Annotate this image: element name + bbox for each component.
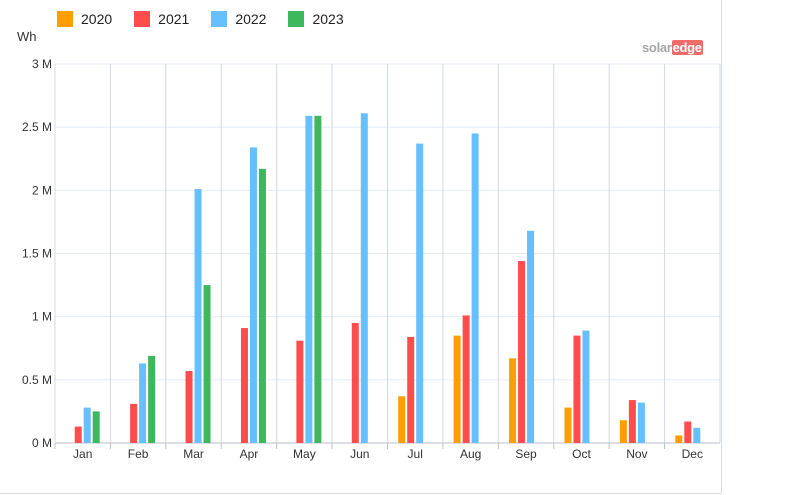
bar-2023-jan[interactable] [92, 411, 100, 443]
legend-item-2020[interactable]: 2020 [57, 11, 112, 27]
x-tick-label: May [293, 447, 316, 461]
bar-2021-mar[interactable] [185, 370, 193, 443]
legend-swatch-2022 [211, 11, 228, 27]
bar-2020-oct[interactable] [564, 407, 572, 443]
y-tick-label: 0.5 M [22, 373, 52, 387]
bar-2022-jul[interactable] [416, 143, 424, 443]
bar-2021-may[interactable] [296, 340, 304, 443]
legend-item-2022[interactable]: 2022 [211, 11, 266, 27]
y-tick-label: 1.5 M [22, 247, 52, 261]
bar-2023-feb[interactable] [148, 355, 156, 443]
x-tick-label: Oct [572, 447, 591, 461]
bar-2022-nov[interactable] [637, 402, 645, 443]
y-tick-label: 2 M [32, 183, 52, 197]
legend-label-2020: 2020 [81, 11, 113, 27]
bar-2022-may[interactable] [305, 115, 313, 444]
legend: 2020 2021 2022 2023 [57, 11, 344, 27]
bar-2021-nov[interactable] [628, 400, 636, 443]
bar-2022-jan[interactable] [83, 407, 91, 443]
bar-2022-feb[interactable] [139, 363, 147, 443]
y-tick-label: 0 M [32, 436, 52, 450]
bar-2020-sep[interactable] [509, 358, 517, 443]
chart-panel: 2020 2021 2022 2023 Wh solaredge 0 M 0.5 … [0, 0, 722, 494]
bar-2020-dec[interactable] [675, 435, 683, 443]
bar-2022-mar[interactable] [194, 189, 202, 443]
bar-2021-dec[interactable] [684, 421, 692, 443]
x-tick-label: Nov [626, 447, 647, 461]
x-tick-label: Jan [73, 447, 92, 461]
bar-2023-mar[interactable] [203, 285, 211, 443]
y-tick-label: 1 M [32, 310, 52, 324]
x-tick-label: Mar [183, 447, 204, 461]
bar-2022-oct[interactable] [582, 330, 590, 443]
bars [74, 113, 701, 444]
logo-text-edge: edge [671, 40, 703, 55]
logo-text-solar: solar [642, 40, 672, 55]
bar-2022-sep[interactable] [527, 230, 535, 443]
bar-2021-jan[interactable] [74, 426, 82, 443]
x-tick-label: Jul [408, 447, 423, 461]
legend-label-2023: 2023 [312, 11, 344, 27]
bar-2020-jul[interactable] [398, 396, 406, 443]
bar-2021-apr[interactable] [240, 328, 248, 443]
y-tick-label: 3 M [32, 57, 52, 71]
legend-swatch-2020 [57, 11, 73, 27]
bar-2021-jun[interactable] [351, 322, 359, 443]
x-tick-label: Feb [128, 447, 149, 461]
bar-2023-apr[interactable] [258, 168, 266, 443]
bar-2021-sep[interactable] [518, 261, 526, 443]
bar-2022-aug[interactable] [471, 133, 479, 443]
x-tick-label: Dec [682, 447, 703, 461]
bar-2023-may[interactable] [314, 115, 322, 444]
bar-2022-apr[interactable] [249, 147, 257, 443]
bar-2021-oct[interactable] [573, 335, 581, 443]
bar-2022-dec[interactable] [693, 427, 701, 443]
bar-2021-jul[interactable] [407, 336, 415, 443]
legend-swatch-2023 [288, 11, 305, 27]
x-tick-label: Aug [460, 447, 481, 461]
x-tick-label: Apr [240, 447, 259, 461]
grid-lines [54, 63, 721, 444]
bar-2020-nov[interactable] [619, 420, 627, 443]
legend-label-2022: 2022 [235, 11, 267, 27]
bar-2021-feb[interactable] [130, 403, 138, 443]
x-tick-label: Jun [350, 447, 369, 461]
y-axis-unit-label: Wh [17, 29, 37, 44]
bar-2020-aug[interactable] [453, 335, 461, 443]
x-tick-label: Sep [515, 447, 537, 461]
axes: 0 M 0.5 M 1 M 1.5 M 2 M 2.5 M 3 M Jan Feb Mar Apr M… [22, 57, 703, 461]
bar-2022-jun[interactable] [360, 113, 368, 444]
y-tick-label: 2.5 M [22, 120, 52, 134]
legend-item-2023[interactable]: 2023 [288, 11, 344, 27]
solaredge-logo: solaredge [642, 40, 703, 55]
bar-2021-aug[interactable] [462, 315, 470, 443]
legend-swatch-2021 [134, 11, 151, 27]
legend-item-2021[interactable]: 2021 [134, 11, 189, 27]
legend-label-2021: 2021 [158, 11, 190, 27]
bar-chart: 0 M 0.5 M 1 M 1.5 M 2 M 2.5 M 3 M Jan Feb Mar Apr M… [22, 57, 721, 461]
